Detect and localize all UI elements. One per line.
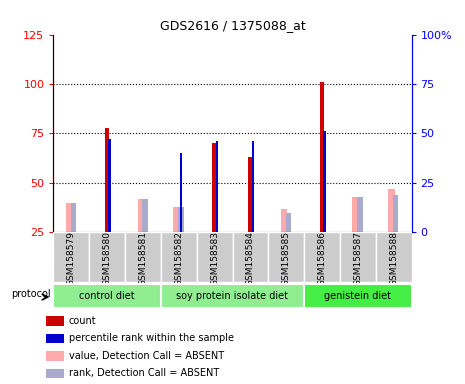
Bar	[323, 131, 325, 232]
Text: count: count	[69, 316, 96, 326]
Bar	[232, 232, 268, 282]
Text: GSM158584: GSM158584	[246, 231, 255, 286]
Bar	[304, 283, 412, 308]
Bar	[248, 157, 252, 232]
Bar	[125, 232, 161, 282]
Bar	[53, 232, 89, 282]
Bar	[340, 232, 376, 282]
Text: GSM158586: GSM158586	[318, 231, 326, 286]
Text: control diet: control diet	[80, 291, 135, 301]
Text: protocol: protocol	[11, 289, 50, 300]
Text: GSM158582: GSM158582	[174, 231, 183, 286]
Bar	[46, 316, 64, 326]
Text: GSM158585: GSM158585	[282, 231, 291, 286]
Bar	[197, 232, 232, 282]
Text: GSM158579: GSM158579	[67, 231, 76, 286]
Bar	[66, 203, 73, 232]
Bar	[281, 209, 287, 232]
Bar	[105, 127, 109, 232]
Bar	[108, 139, 111, 232]
Bar	[46, 334, 64, 343]
Text: GSM158583: GSM158583	[210, 231, 219, 286]
Bar	[173, 207, 180, 232]
Text: GSM158588: GSM158588	[389, 231, 398, 286]
Bar	[180, 153, 182, 232]
Text: percentile rank within the sample: percentile rank within the sample	[69, 333, 233, 344]
Bar	[53, 283, 161, 308]
Bar	[71, 203, 76, 232]
Bar	[376, 232, 412, 282]
Bar	[142, 199, 148, 232]
Bar	[252, 141, 254, 232]
Bar	[138, 199, 144, 232]
Bar	[178, 207, 184, 232]
Text: rank, Detection Call = ABSENT: rank, Detection Call = ABSENT	[69, 368, 219, 379]
Bar	[46, 369, 64, 378]
Bar	[320, 82, 324, 232]
Text: GSM158587: GSM158587	[353, 231, 362, 286]
Text: GSM158580: GSM158580	[103, 231, 112, 286]
Bar	[213, 143, 217, 232]
Bar	[286, 213, 291, 232]
Text: soy protein isolate diet: soy protein isolate diet	[177, 291, 288, 301]
Text: value, Detection Call = ABSENT: value, Detection Call = ABSENT	[69, 351, 224, 361]
Bar	[268, 232, 304, 282]
Bar	[46, 351, 64, 361]
Bar	[357, 197, 363, 232]
Bar	[161, 283, 304, 308]
Bar	[89, 232, 125, 282]
Bar	[161, 232, 197, 282]
Text: genistein diet: genistein diet	[324, 291, 392, 301]
Bar	[388, 189, 395, 232]
Text: GSM158581: GSM158581	[139, 231, 147, 286]
Bar	[352, 197, 359, 232]
Bar	[393, 195, 399, 232]
Bar	[216, 141, 218, 232]
Title: GDS2616 / 1375088_at: GDS2616 / 1375088_at	[159, 19, 306, 32]
Bar	[304, 232, 340, 282]
